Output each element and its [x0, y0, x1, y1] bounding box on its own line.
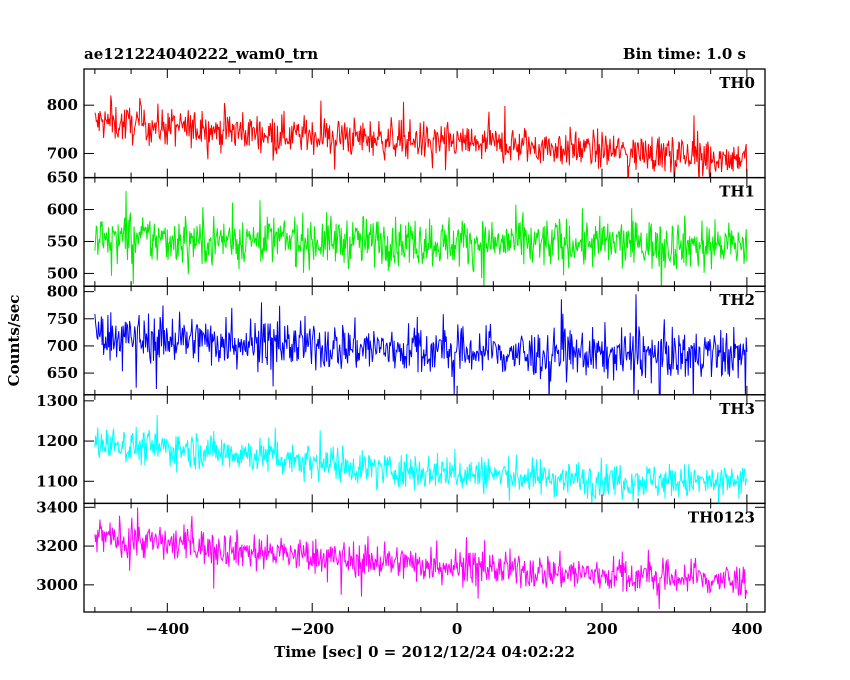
series-line-th1 [94, 190, 748, 287]
y-tick-label-th2: 650 [47, 364, 78, 382]
x-tick-label: 200 [586, 620, 617, 638]
y-tick-label-th0: 700 [47, 144, 78, 162]
series-line-th2 [94, 294, 748, 395]
panel-label-th1: TH1 [719, 183, 755, 201]
chart-title: ae121224040222_wam0_trn [84, 45, 319, 63]
panel-label-th0123: TH0123 [688, 508, 755, 526]
y-tick-label-th3: 1200 [36, 432, 78, 450]
panel-frame-th3 [83, 394, 766, 505]
panel-frame-th0123 [83, 502, 766, 613]
x-tick-label: −400 [145, 620, 189, 638]
series-line-th3 [94, 414, 748, 504]
panel-label-th2: TH2 [719, 291, 755, 309]
y-tick-label-th0: 800 [47, 96, 78, 114]
y-tick-label-th3: 1300 [36, 392, 78, 410]
x-axis-label: Time [sec] 0 = 2012/12/24 04:02:22 [274, 643, 575, 661]
y-tick-label-th3: 1100 [36, 472, 78, 490]
y-tick-label-th2: 700 [47, 337, 78, 355]
y-tick-label-th1: 500 [47, 264, 78, 282]
series-line-th0123 [94, 507, 748, 610]
y-tick-label-th1: 600 [47, 201, 78, 219]
y-tick-label-th0123: 3000 [36, 576, 78, 594]
y-tick-label-th0123: 3200 [36, 537, 78, 555]
x-tick-label: 0 [452, 620, 462, 638]
panel-label-th0: TH0 [719, 74, 755, 92]
y-tick-label-th1: 550 [47, 232, 78, 250]
y-tick-label-th0123: 3400 [36, 498, 78, 516]
y-axis-label: Counts/sec [5, 295, 23, 387]
panel-label-th3: TH3 [719, 400, 755, 418]
y-tick-label-th2: 750 [47, 310, 78, 328]
series-line-th0 [94, 95, 748, 178]
x-tick-label: −200 [290, 620, 334, 638]
y-tick-label-th2: 800 [47, 283, 78, 301]
y-tick-label-th0: 650 [47, 169, 78, 187]
x-tick-label: 400 [731, 620, 762, 638]
bin-time-label: Bin time: 1.0 s [622, 45, 746, 63]
